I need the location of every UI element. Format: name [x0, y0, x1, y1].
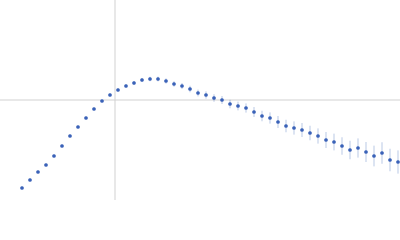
- point: [340, 144, 344, 148]
- chart: [0, 0, 400, 200]
- point: [220, 98, 224, 102]
- point: [252, 110, 256, 114]
- point: [92, 107, 96, 111]
- point: [108, 93, 112, 97]
- point: [268, 116, 272, 120]
- point: [84, 116, 88, 120]
- point: [356, 146, 360, 150]
- point: [332, 140, 336, 144]
- point: [60, 144, 64, 148]
- point: [396, 160, 400, 164]
- point: [276, 120, 280, 124]
- point: [244, 106, 248, 110]
- point: [100, 99, 104, 103]
- point: [388, 158, 392, 162]
- point: [140, 78, 144, 82]
- point: [372, 154, 376, 158]
- point: [316, 134, 320, 138]
- point: [28, 178, 32, 182]
- point: [20, 186, 24, 190]
- point: [300, 128, 304, 132]
- point: [260, 114, 264, 118]
- point: [324, 138, 328, 142]
- point: [380, 151, 384, 155]
- point: [364, 150, 368, 154]
- point: [188, 87, 192, 91]
- point: [172, 82, 176, 86]
- point: [124, 84, 128, 88]
- point: [44, 163, 48, 167]
- point: [348, 148, 352, 152]
- point: [132, 81, 136, 85]
- point: [180, 84, 184, 88]
- point: [308, 131, 312, 135]
- point: [236, 104, 240, 108]
- point: [156, 77, 160, 81]
- point: [212, 96, 216, 100]
- point: [164, 79, 168, 83]
- point: [292, 126, 296, 130]
- point: [52, 154, 56, 158]
- point: [36, 170, 40, 174]
- point: [116, 88, 120, 92]
- point: [196, 91, 200, 95]
- point: [284, 124, 288, 128]
- point: [68, 134, 72, 138]
- point: [76, 125, 80, 129]
- point: [148, 77, 152, 81]
- point: [204, 93, 208, 97]
- point: [228, 102, 232, 106]
